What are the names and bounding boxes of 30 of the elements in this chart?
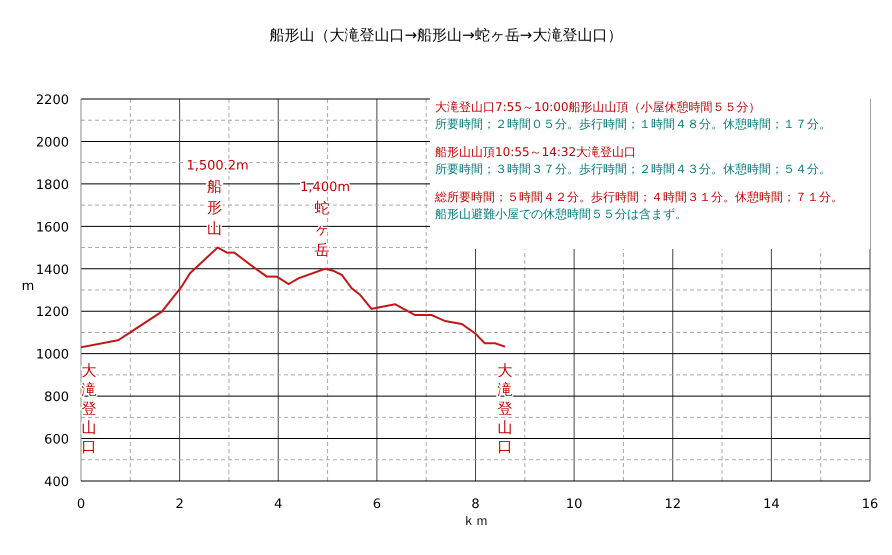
- x-tick-label: 8: [471, 497, 480, 512]
- annotation: 所要時間；２時間０５分。歩行時間；１時間４８分。休憩時間；１７分。: [435, 117, 831, 131]
- x-tick-label: 14: [763, 497, 780, 512]
- annotation: 総所要時間；５時間４２分。歩行時間；４時間３１分。休憩時間；７１分。: [434, 190, 843, 204]
- y-tick-label: 2200: [36, 93, 69, 108]
- y-axis-title: m: [22, 279, 34, 294]
- annotation: 船形山山頂10:55～14:32大滝登山口: [435, 145, 636, 159]
- x-tick-label: 4: [274, 497, 282, 512]
- y-tick-label: 1800: [36, 178, 69, 193]
- x-tick-label: 0: [76, 497, 86, 512]
- x-tick-label: 2: [175, 497, 184, 512]
- y-tick-label: 600: [44, 432, 69, 448]
- y-tick-label: 1400: [36, 262, 69, 278]
- x-axis-title: ｋｍ: [462, 514, 488, 529]
- x-tick-label: 10: [566, 497, 582, 512]
- annotation: 所要時間；３時間３７分。歩行時間；２時間４３分。休憩時間；５４分。: [435, 162, 831, 176]
- x-tick-label: 12: [664, 497, 682, 512]
- y-tick-label: 2000: [36, 135, 69, 150]
- annotation: 大滝登山口: [498, 361, 513, 456]
- y-tick-label: 1600: [36, 220, 69, 236]
- y-tick-label: 1200: [36, 305, 69, 320]
- x-tick-label: 16: [862, 497, 878, 512]
- y-tick-label: 400: [44, 475, 69, 490]
- y-tick-label: 1000: [36, 348, 69, 363]
- annotation: 大滝登山口: [82, 361, 96, 456]
- y-tick-label: 800: [44, 390, 69, 406]
- chart-title: 船形山（大滝登山口→船形山→蛇ヶ岳→大滝登山口）: [270, 26, 622, 44]
- x-tick-label: 6: [372, 497, 382, 512]
- annotation: 大滝登山口7:55～10:00船形山山頂（小屋休憩時間５５分）: [435, 100, 761, 114]
- annotation: 船形山避難小屋での休憩時間５５分は含まず。: [435, 207, 687, 221]
